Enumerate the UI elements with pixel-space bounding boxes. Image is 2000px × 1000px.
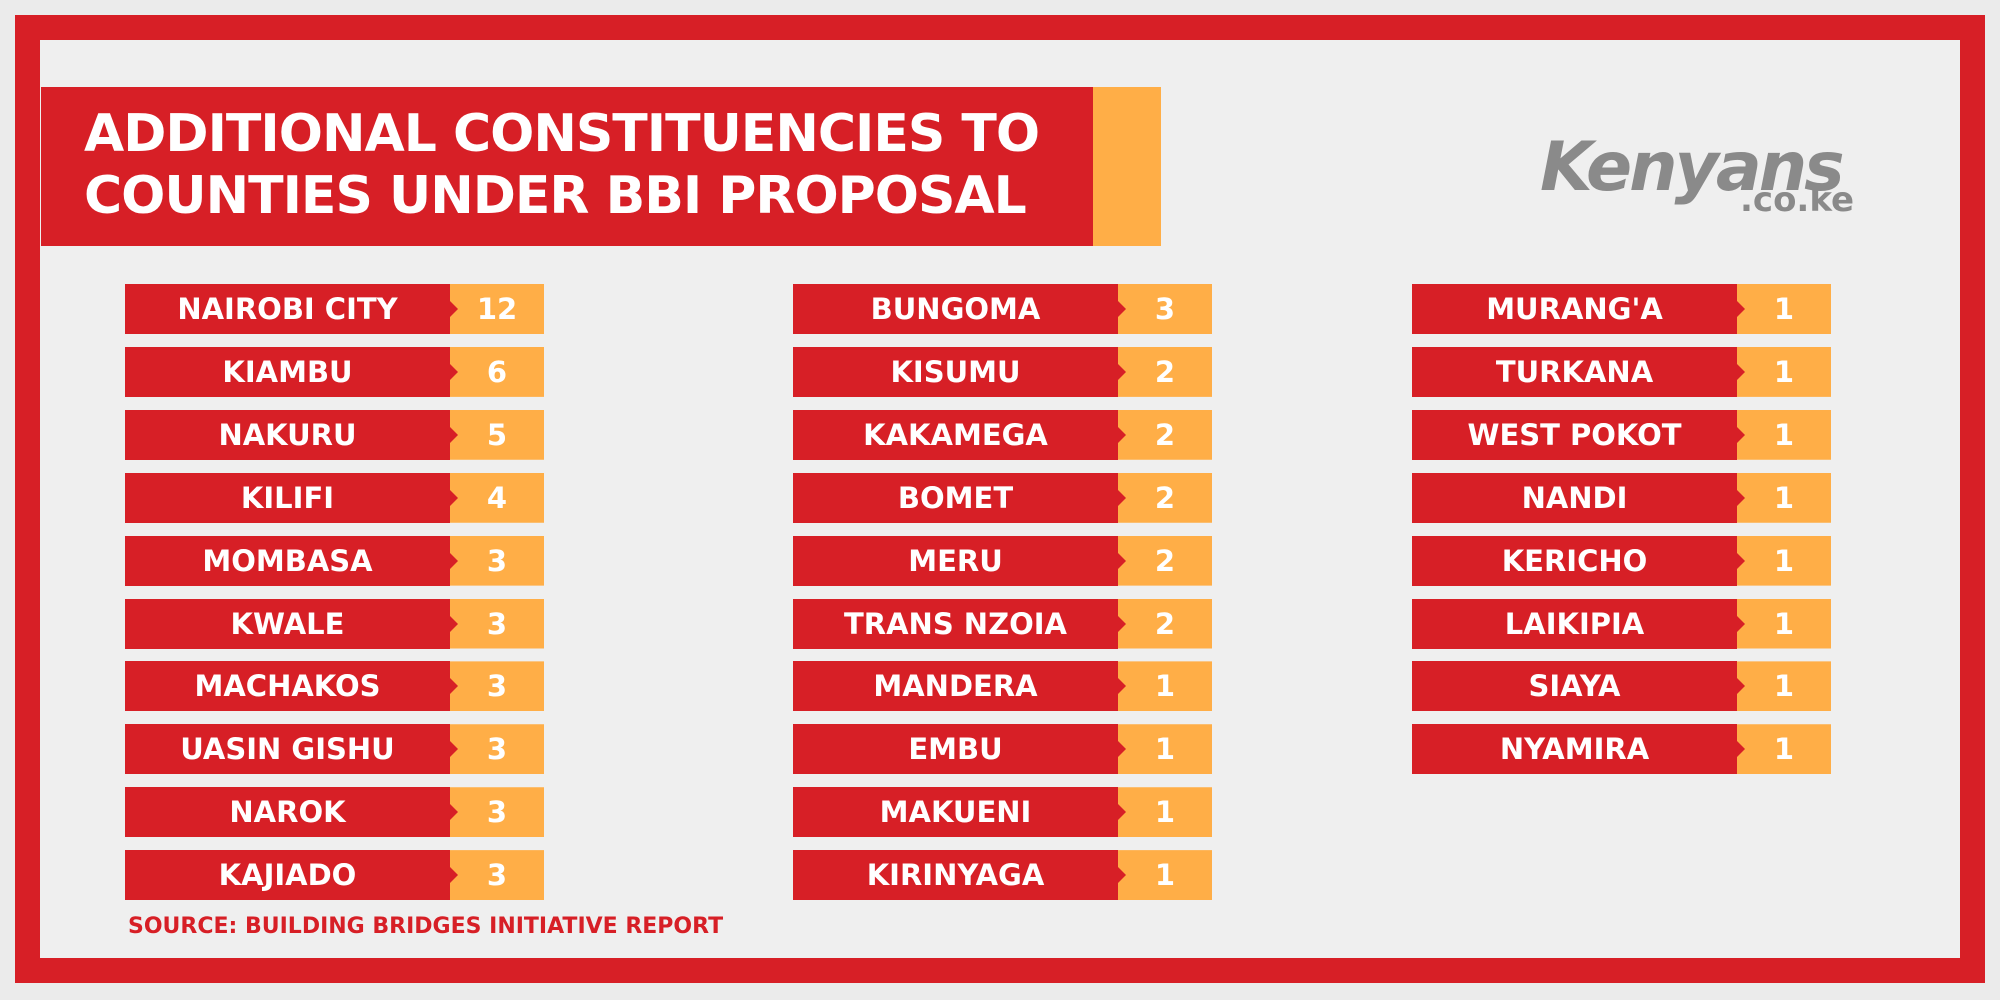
source: SOURCE: BUILDING BRIDGES INITIATIVE REPO… bbox=[128, 914, 724, 939]
notch bbox=[1118, 552, 1126, 569]
constituency-count: 6 bbox=[450, 346, 544, 397]
county-name: MANDERA bbox=[793, 661, 1118, 712]
logo: Kenyans bbox=[1540, 128, 1845, 207]
county-name: UASIN GISHU bbox=[125, 724, 450, 775]
title: COUNTIES UNDER BBI PROPOSAL bbox=[84, 166, 1027, 226]
county-name: KIRINYAGA bbox=[793, 850, 1118, 901]
county-name: KAKAMEGA bbox=[793, 409, 1118, 460]
county-name: BOMET bbox=[793, 472, 1118, 523]
title-banner bbox=[41, 87, 1093, 246]
notch bbox=[1118, 615, 1126, 632]
constituency-count: 3 bbox=[450, 535, 544, 586]
constituency-count: 1 bbox=[1737, 472, 1831, 523]
county-name: KIAMBU bbox=[125, 346, 450, 397]
notch bbox=[1118, 867, 1126, 884]
notch bbox=[1737, 426, 1745, 443]
notch bbox=[450, 741, 458, 758]
constituency-count: 2 bbox=[1118, 598, 1212, 649]
banner-tab bbox=[1093, 87, 1161, 246]
constituency-count: 3 bbox=[450, 661, 544, 712]
constituency-count: 1 bbox=[1737, 724, 1831, 775]
constituency-count: 3 bbox=[450, 598, 544, 649]
constituency-count: 12 bbox=[450, 284, 544, 334]
county-name: KAJIADO bbox=[125, 850, 450, 901]
county-name: NANDI bbox=[1412, 472, 1737, 523]
notch bbox=[1737, 301, 1745, 317]
notch bbox=[1118, 301, 1126, 317]
constituency-count: 1 bbox=[1118, 787, 1212, 838]
notch bbox=[1118, 678, 1126, 695]
constituency-count: 3 bbox=[1118, 284, 1212, 334]
constituency-count: 3 bbox=[450, 787, 544, 838]
county-name: MAKUENI bbox=[793, 787, 1118, 838]
notch bbox=[1118, 804, 1126, 821]
notch bbox=[1737, 741, 1745, 758]
county-name: NAKURU bbox=[125, 409, 450, 460]
notch bbox=[1737, 678, 1745, 695]
county-name: KWALE bbox=[125, 598, 450, 649]
constituency-count: 1 bbox=[1737, 409, 1831, 460]
notch bbox=[450, 301, 458, 317]
county-name: BUNGOMA bbox=[793, 284, 1118, 334]
constituency-count: 2 bbox=[1118, 535, 1212, 586]
notch bbox=[1118, 426, 1126, 443]
county-name: NAROK bbox=[125, 787, 450, 838]
notch bbox=[450, 552, 458, 569]
county-name: EMBU bbox=[793, 724, 1118, 775]
notch bbox=[1737, 363, 1745, 380]
notch bbox=[1737, 552, 1745, 569]
constituency-count: 1 bbox=[1118, 724, 1212, 775]
notch bbox=[1737, 489, 1745, 506]
constituency-count: 3 bbox=[450, 724, 544, 775]
county-name: WEST POKOT bbox=[1412, 409, 1737, 460]
county-name: KISUMU bbox=[793, 346, 1118, 397]
county-name: MACHAKOS bbox=[125, 661, 450, 712]
county-name: SIAYA bbox=[1412, 661, 1737, 712]
notch bbox=[450, 489, 458, 506]
constituency-count: 3 bbox=[450, 850, 544, 901]
constituency-count: 2 bbox=[1118, 472, 1212, 523]
county-name: KILIFI bbox=[125, 472, 450, 523]
constituency-count: 1 bbox=[1737, 661, 1831, 712]
constituency-count: 2 bbox=[1118, 346, 1212, 397]
constituency-count: 1 bbox=[1118, 661, 1212, 712]
constituency-count: 1 bbox=[1737, 598, 1831, 649]
county-name: NYAMIRA bbox=[1412, 724, 1737, 775]
constituency-count: 1 bbox=[1737, 346, 1831, 397]
county-name: LAIKIPIA bbox=[1412, 598, 1737, 649]
notch bbox=[1737, 615, 1745, 632]
constituency-count: 1 bbox=[1118, 850, 1212, 901]
county-name: KERICHO bbox=[1412, 535, 1737, 586]
notch bbox=[450, 615, 458, 632]
constituency-count: 5 bbox=[450, 409, 544, 460]
county-name: MOMBASA bbox=[125, 535, 450, 586]
constituency-count: 2 bbox=[1118, 409, 1212, 460]
notch bbox=[450, 867, 458, 884]
county-name: MERU bbox=[793, 535, 1118, 586]
logo-domain: .co.ke bbox=[1740, 180, 1855, 220]
notch bbox=[450, 678, 458, 695]
notch bbox=[1118, 741, 1126, 758]
notch bbox=[450, 426, 458, 443]
constituency-count: 4 bbox=[450, 472, 544, 523]
notch bbox=[1118, 363, 1126, 380]
notch bbox=[450, 363, 458, 380]
county-name: NAIROBI CITY bbox=[125, 284, 450, 334]
notch bbox=[1118, 489, 1126, 506]
county-name: TRANS NZOIA bbox=[793, 598, 1118, 649]
title: ADDITIONAL CONSTITUENCIES TO bbox=[84, 104, 1040, 164]
constituency-count: 1 bbox=[1737, 535, 1831, 586]
constituency-count: 1 bbox=[1737, 284, 1831, 334]
notch bbox=[450, 804, 458, 821]
county-name: MURANG'A bbox=[1412, 284, 1737, 334]
county-name: TURKANA bbox=[1412, 346, 1737, 397]
